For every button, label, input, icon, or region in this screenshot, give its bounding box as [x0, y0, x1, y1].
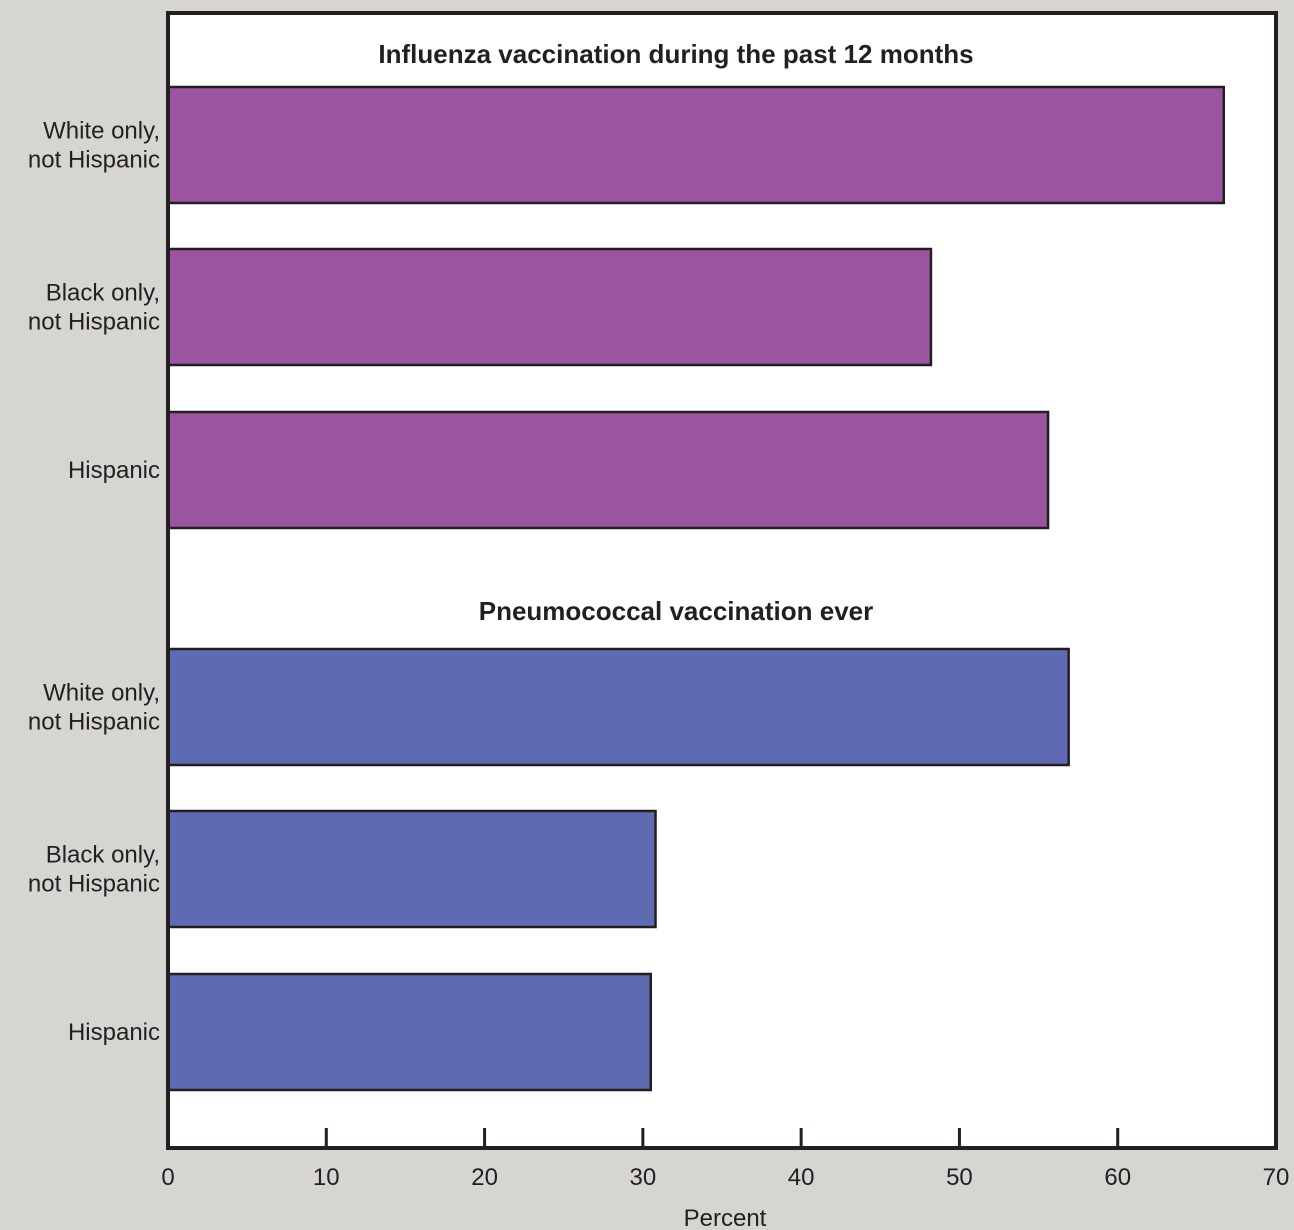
bar	[166, 972, 653, 1092]
x-tick-label: 60	[1104, 1164, 1131, 1191]
x-tick-label: 50	[946, 1164, 973, 1191]
plot-frame	[166, 11, 1278, 1150]
panel-title: Influenza vaccination during the past 12…	[378, 39, 973, 69]
category-label: not Hispanic	[28, 871, 160, 898]
x-tick-label: 20	[471, 1164, 498, 1191]
panel-titles-layer: Influenza vaccination during the past 12…	[378, 39, 973, 626]
category-label: Black only,	[46, 280, 160, 307]
category-label: White only,	[43, 118, 160, 145]
category-label: White only,	[43, 680, 160, 707]
category-label: Black only,	[46, 842, 160, 869]
bar	[166, 410, 1050, 530]
category-label: not Hispanic	[28, 709, 160, 736]
bar	[166, 647, 1070, 767]
bar	[166, 85, 1226, 205]
category-label: not Hispanic	[28, 309, 160, 336]
bars-layer	[166, 85, 1226, 1092]
x-tick-label: 40	[788, 1164, 815, 1191]
bar	[166, 809, 657, 929]
x-tick-label: 10	[313, 1164, 340, 1191]
category-label: Hispanic	[68, 457, 160, 484]
x-tick-label: 70	[1263, 1164, 1290, 1191]
x-axis-label: Percent	[684, 1205, 767, 1230]
x-tick-label: 30	[630, 1164, 657, 1191]
x-tick-label: 0	[161, 1164, 174, 1191]
x-axis-ticks-layer: 0 10 20 30 40 50 60 70	[161, 1128, 1289, 1191]
bar	[166, 247, 933, 367]
category-label: not Hispanic	[28, 147, 160, 174]
panel-title: Pneumococcal vaccination ever	[479, 596, 874, 626]
category-label: Hispanic	[68, 1019, 160, 1046]
